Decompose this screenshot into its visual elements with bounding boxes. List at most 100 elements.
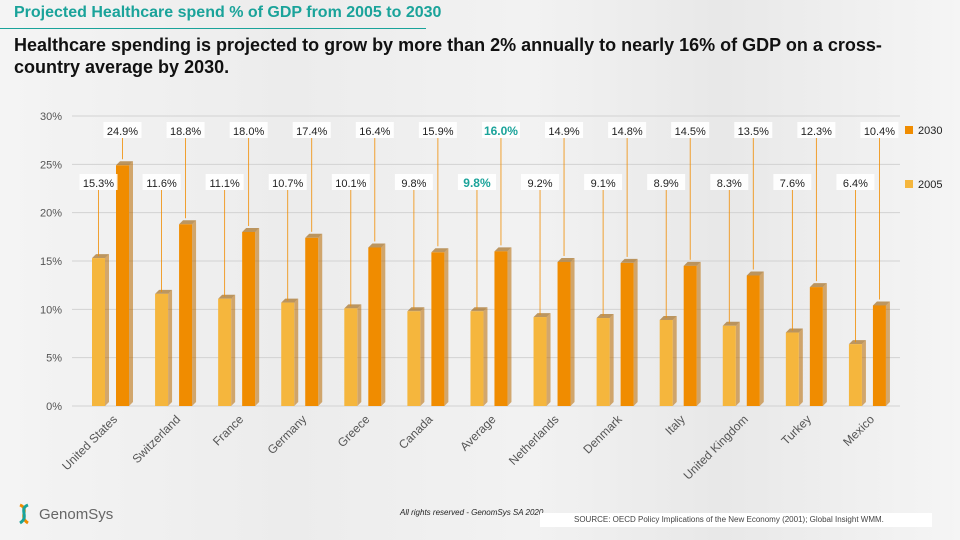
bar-2030-top (431, 248, 449, 253)
data-label-2005: 8.9% (654, 178, 679, 190)
data-label-2005: 15.3% (83, 178, 114, 190)
y-tick-label: 15% (40, 256, 62, 268)
data-label-2005-bg (521, 174, 560, 190)
genomsys-logo-icon (19, 503, 29, 525)
data-label-2005: 9.1% (591, 178, 616, 190)
bar-2005-side (798, 328, 803, 406)
data-label-2005-bg (205, 174, 244, 190)
x-tick-label: Average (457, 412, 499, 454)
bar-2030-side (192, 220, 197, 406)
legend-swatch (905, 180, 913, 188)
bar-2005 (407, 311, 421, 406)
bar-2005-side (357, 304, 362, 406)
bar-2030-side (444, 248, 449, 406)
data-label-2005: 10.1% (335, 178, 366, 190)
bar-2005-side (420, 307, 425, 406)
data-label-2005: 11.6% (146, 178, 177, 190)
data-label-2005: 11.1% (209, 178, 240, 190)
data-label-2030: 14.8% (612, 126, 643, 138)
title-underline (0, 28, 426, 29)
bar-2030-side (822, 283, 827, 406)
bar-2005-side (609, 314, 614, 406)
bar-2005 (155, 293, 169, 406)
legend-swatch (905, 126, 913, 134)
bar-2030 (872, 305, 886, 406)
bar-2005-top (848, 340, 866, 345)
bar-2030-top (809, 283, 827, 288)
bar-2005 (596, 318, 610, 406)
x-tick-label: Greece (335, 412, 373, 450)
data-label-2005: 9.8% (463, 176, 491, 190)
bar-2030-side (255, 228, 260, 406)
x-tick-label: Germany (265, 412, 310, 457)
bar-2030 (431, 252, 445, 406)
bar-2030-side (633, 258, 638, 406)
data-label-2005: 9.8% (401, 178, 426, 190)
bar-2030-top (179, 220, 197, 225)
x-tick-label: United States (59, 412, 120, 473)
data-label-2030: 18.0% (233, 126, 264, 138)
page-title: Projected Healthcare spend % of GDP from… (14, 4, 442, 21)
bar-2030 (368, 247, 382, 406)
x-tick-label: France (210, 412, 247, 449)
data-label-2030: 13.5% (738, 126, 769, 138)
x-tick-label: Italy (662, 412, 687, 437)
bar-2030-top (746, 271, 764, 276)
y-tick-label: 10% (40, 304, 62, 316)
data-label-2030-bg (418, 122, 457, 138)
data-label-2030: 16.0% (484, 124, 518, 138)
data-label-2030: 16.4% (359, 126, 390, 138)
data-label-2030: 15.9% (422, 126, 453, 138)
data-label-2005-bg (584, 174, 623, 190)
data-label-2030: 10.4% (864, 126, 895, 138)
data-label-2005: 8.3% (717, 178, 742, 190)
bar-2005 (218, 298, 232, 406)
data-label-2005-bg (710, 174, 749, 190)
data-label-2030: 18.8% (170, 126, 201, 138)
data-label-2030-bg (734, 122, 773, 138)
bar-2005 (470, 311, 484, 406)
bar-2030 (116, 165, 129, 406)
bar-2030-top (620, 258, 638, 263)
bar-2005-top (722, 321, 740, 326)
bar-2030-side (570, 257, 575, 406)
data-label-2030-bg (229, 122, 268, 138)
bar-2030 (494, 251, 508, 406)
bar-2030-side (129, 161, 133, 406)
bar-2030 (809, 287, 823, 406)
legend-label: 2030 (918, 125, 942, 137)
data-label-2005-bg (142, 174, 181, 190)
bar-2030-top (242, 228, 260, 232)
data-label-2005-bg (394, 174, 433, 190)
bar-2030-side (885, 301, 890, 406)
bar-2005-top (281, 298, 299, 303)
bar-2030-side (507, 247, 512, 406)
bar-2030-top (872, 301, 890, 306)
bar-2005-side (672, 315, 677, 406)
data-label-2005: 7.6% (780, 178, 805, 190)
bar-2030-side (381, 243, 386, 406)
data-label-2005-bg (457, 174, 496, 190)
bar-2030-top (368, 243, 386, 248)
bar-2005-top (659, 315, 677, 320)
bar-2005-side (231, 294, 236, 406)
y-tick-label: 5% (46, 353, 62, 365)
bar-2030-top (116, 161, 133, 166)
bar-2005 (533, 317, 547, 406)
bar-2030-top (305, 233, 323, 238)
bar-2030 (242, 232, 256, 406)
data-label-2005-bg (836, 174, 875, 190)
data-label-2030-bg (797, 122, 836, 138)
data-label-2005: 9.2% (527, 178, 552, 190)
x-tick-label: Canada (396, 412, 436, 452)
y-tick-label: 25% (40, 159, 62, 171)
data-label-2030-bg (671, 122, 710, 138)
x-tick-label: Denmark (580, 412, 625, 457)
bar-2005-side (546, 313, 551, 406)
data-label-2030: 12.3% (801, 126, 832, 138)
bar-2030-side (318, 233, 323, 406)
data-label-2030: 17.4% (296, 126, 327, 138)
bar-2005-top (470, 307, 488, 312)
